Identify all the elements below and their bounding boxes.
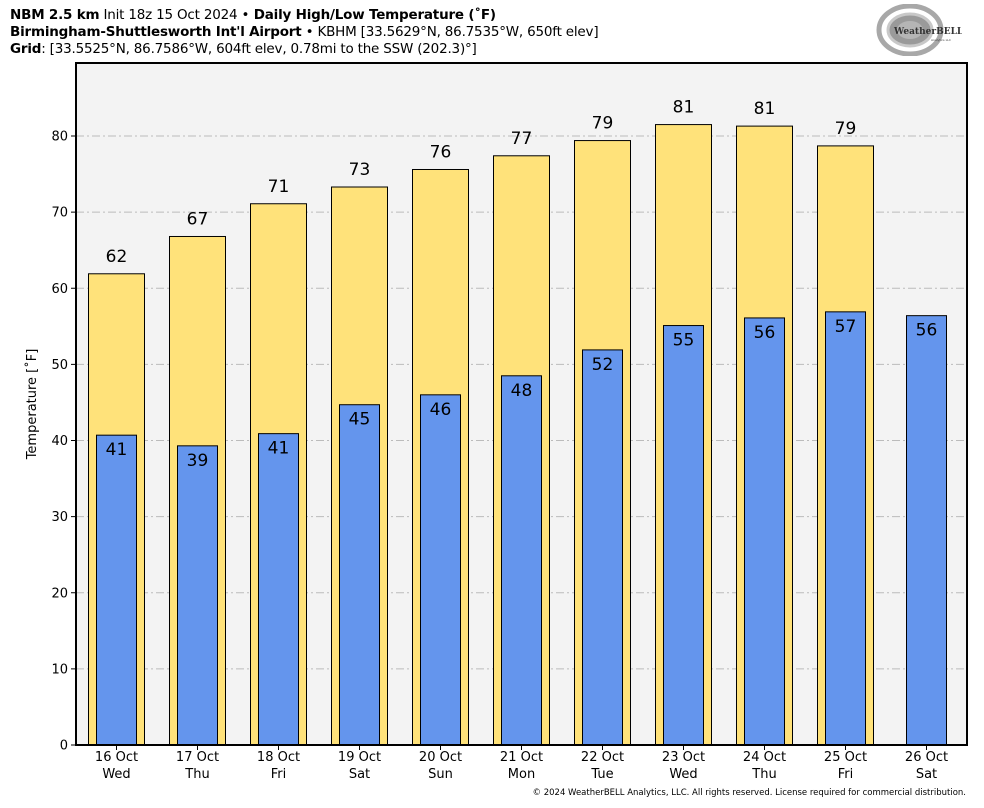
low-value-label: 39 bbox=[187, 451, 209, 471]
high-value-label: 62 bbox=[106, 247, 128, 267]
low-value-label: 46 bbox=[430, 400, 452, 420]
x-tick-weekday-label: Wed bbox=[669, 767, 697, 782]
high-value-label: 79 bbox=[835, 119, 857, 139]
low-value-label: 56 bbox=[916, 321, 938, 341]
x-tick-date-label: 24 Oct bbox=[743, 750, 786, 765]
product-title: Daily High/Low Temperature (˚F) bbox=[249, 7, 496, 23]
x-tick-weekday-label: Tue bbox=[590, 767, 613, 782]
x-tick-date-label: 19 Oct bbox=[338, 750, 381, 765]
low-value-label: 48 bbox=[511, 381, 533, 401]
low-bar bbox=[906, 315, 947, 746]
chart-title-line: NBM 2.5 km Init 18z 15 Oct 2024 • Daily … bbox=[10, 7, 496, 23]
station-name: Birmingham-Shuttlesworth Int'l Airport bbox=[10, 24, 302, 40]
station-info: KBHM [33.5629°N, 86.7535°W, 650ft elev] bbox=[317, 24, 599, 40]
bullet-separator: • bbox=[241, 7, 250, 23]
high-value-label: 73 bbox=[349, 160, 371, 180]
low-value-label: 41 bbox=[106, 440, 128, 460]
y-tick-label: 40 bbox=[51, 434, 68, 449]
low-value-label: 56 bbox=[754, 323, 776, 343]
low-bar bbox=[420, 394, 461, 746]
y-tick-label: 20 bbox=[51, 586, 68, 601]
x-tick-date-label: 23 Oct bbox=[662, 750, 705, 765]
x-tick-date-label: 25 Oct bbox=[824, 750, 867, 765]
low-value-label: 55 bbox=[673, 331, 695, 351]
x-tick-weekday-label: Mon bbox=[508, 767, 535, 782]
low-bar bbox=[582, 349, 623, 746]
x-tick-date-label: 22 Oct bbox=[581, 750, 624, 765]
x-tick-weekday-label: Fri bbox=[838, 767, 854, 782]
x-tick-date-label: 17 Oct bbox=[176, 750, 219, 765]
x-tick-weekday-label: Thu bbox=[184, 767, 209, 782]
high-value-label: 71 bbox=[268, 177, 290, 197]
logo-subtext: Analytics LLC bbox=[931, 38, 951, 42]
low-value-label: 45 bbox=[349, 410, 371, 430]
low-bar bbox=[96, 434, 137, 746]
value-labels: 62 41 67 39 71 41 73 45 76 46 77 48 79 52 81 55 81 56 79 57… bbox=[106, 98, 938, 471]
x-tick-weekday-label: Wed bbox=[102, 767, 130, 782]
low-bar bbox=[744, 317, 785, 746]
x-tick-date-label: 21 Oct bbox=[500, 750, 543, 765]
high-value-label: 81 bbox=[673, 98, 695, 118]
x-tick-date-label: 16 Oct bbox=[95, 750, 138, 765]
y-tick-label: 30 bbox=[51, 510, 68, 525]
y-axis: 0 10 20 30 40 50 60 70 80 bbox=[51, 130, 76, 754]
model-name: NBM 2.5 km bbox=[10, 7, 100, 23]
y-tick-label: 0 bbox=[60, 739, 68, 754]
x-tick-weekday-label: Sat bbox=[349, 767, 370, 782]
low-bar bbox=[258, 433, 299, 746]
high-value-label: 67 bbox=[187, 209, 209, 229]
y-axis-label: Temperature [˚F] bbox=[24, 349, 40, 461]
low-bar bbox=[177, 445, 218, 746]
x-tick-weekday-label: Fri bbox=[271, 767, 287, 782]
x-tick-weekday-label: Sun bbox=[428, 767, 453, 782]
bars-group bbox=[88, 124, 947, 746]
x-tick-date-label: 26 Oct bbox=[905, 750, 948, 765]
low-bar bbox=[663, 325, 704, 746]
x-axis: 16 Oct Wed 17 Oct Thu 18 Oct Fri 19 Oct Sat 20 O… bbox=[95, 745, 948, 782]
low-bar bbox=[339, 404, 380, 746]
init-time: Init 18z 15 Oct 2024 bbox=[99, 7, 242, 23]
grid-info: : [33.5525°N, 86.7586°W, 604ft elev, 0.7… bbox=[41, 41, 477, 57]
grid-line: Grid: [33.5525°N, 86.7586°W, 604ft elev,… bbox=[10, 41, 477, 57]
low-value-label: 41 bbox=[268, 439, 290, 459]
x-tick-date-label: 18 Oct bbox=[257, 750, 300, 765]
high-value-label: 81 bbox=[754, 99, 776, 119]
logo-swirl-core bbox=[897, 21, 923, 39]
copyright-notice: © 2024 WeatherBELL Analytics, LLC. All r… bbox=[532, 788, 966, 798]
logo-text: WeatherBELL bbox=[893, 27, 962, 37]
weatherbell-logo: WeatherBELL Analytics LLC bbox=[876, 4, 962, 56]
x-tick-weekday-label: Sat bbox=[916, 767, 937, 782]
low-value-label: 57 bbox=[835, 317, 857, 337]
x-tick-date-label: 20 Oct bbox=[419, 750, 462, 765]
y-tick-label: 80 bbox=[51, 130, 68, 145]
station-line: Birmingham-Shuttlesworth Int'l Airport •… bbox=[10, 24, 599, 40]
bullet-separator: • bbox=[301, 24, 318, 40]
low-value-label: 52 bbox=[592, 355, 614, 375]
y-tick-label: 60 bbox=[51, 282, 68, 297]
y-tick-label: 50 bbox=[51, 358, 68, 373]
low-bar bbox=[501, 375, 542, 746]
y-tick-label: 10 bbox=[51, 662, 68, 677]
y-tick-label: 70 bbox=[51, 206, 68, 221]
high-value-label: 77 bbox=[511, 129, 533, 149]
low-bar bbox=[825, 311, 866, 746]
logo-swirl-outer bbox=[876, 4, 944, 56]
x-tick-weekday-label: Thu bbox=[751, 767, 776, 782]
high-value-label: 79 bbox=[592, 114, 614, 134]
grid-label: Grid bbox=[10, 41, 42, 57]
high-value-label: 76 bbox=[430, 142, 452, 162]
